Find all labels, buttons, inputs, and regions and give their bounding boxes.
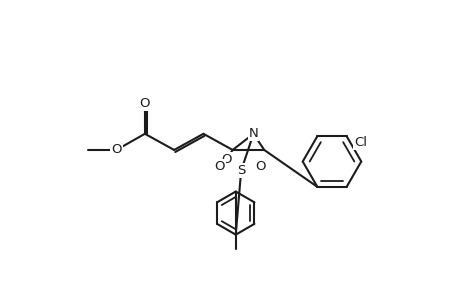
Text: S: S xyxy=(236,164,245,177)
Text: O: O xyxy=(221,154,231,166)
Text: O: O xyxy=(140,97,150,110)
Text: N: N xyxy=(248,127,258,140)
Text: Cl: Cl xyxy=(353,136,366,149)
Text: O: O xyxy=(111,143,121,157)
Text: O: O xyxy=(214,160,224,173)
Text: O: O xyxy=(255,160,265,173)
